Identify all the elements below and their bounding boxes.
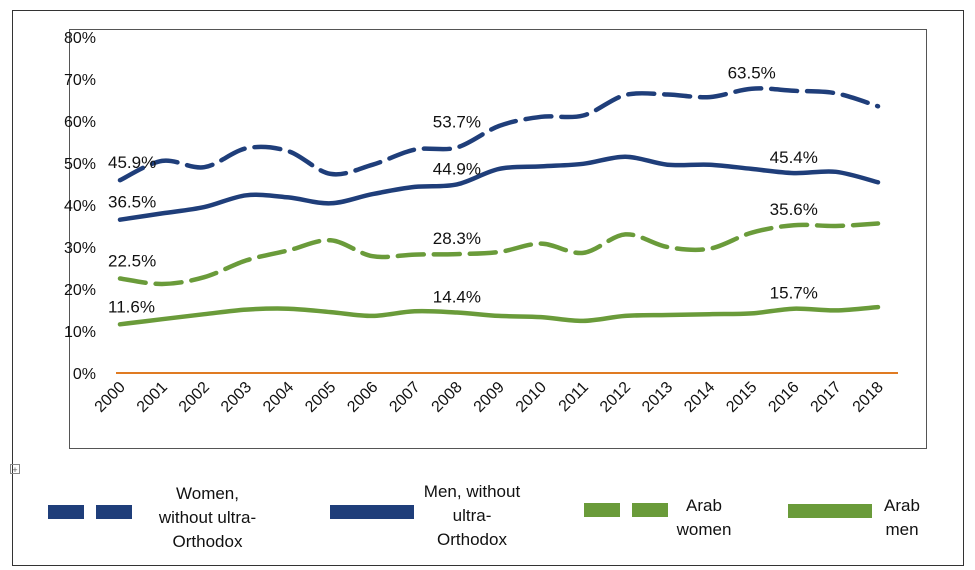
x-tick-label: 2007	[386, 379, 423, 416]
data-label: 28.3%	[433, 229, 481, 248]
x-tick-label: 2002	[176, 379, 213, 416]
data-label: 36.5%	[108, 193, 156, 212]
legend-label-men: Men, without ultra- Orthodox	[408, 480, 536, 552]
y-tick-label: 30%	[64, 240, 96, 257]
y-tick-label: 20%	[64, 282, 96, 299]
data-label: 22.5%	[108, 252, 156, 271]
y-tick-label: 50%	[64, 156, 96, 173]
legend-label-line: Orthodox	[172, 532, 243, 551]
series-men-line	[117, 154, 881, 222]
x-tick-label: 2004	[260, 379, 297, 416]
legend-label-women: Women, without ultra- Orthodox	[140, 482, 275, 554]
legend-label-line: Arab	[686, 496, 722, 515]
x-tick-label: 2018	[850, 379, 887, 416]
legend-label-line: women	[676, 520, 732, 539]
legend-swatch-arab-men	[788, 504, 872, 518]
data-label: 44.9%	[433, 159, 481, 178]
legend-label-line: Women,	[176, 484, 239, 503]
plot-area-border	[69, 29, 927, 449]
series-arab-women-line	[117, 221, 881, 287]
data-label: 15.7%	[770, 284, 818, 303]
y-tick-label: 70%	[64, 72, 96, 89]
legend-label-line: Arab	[884, 496, 920, 515]
x-tick-label: 2009	[471, 379, 508, 416]
series-women-line	[117, 86, 881, 183]
legend-label-line: Orthodox	[437, 530, 507, 549]
x-tick-label: 2016	[765, 379, 802, 416]
legend-label-line: men	[885, 520, 919, 539]
x-tick-label: 2014	[681, 379, 718, 416]
data-label: 14.4%	[433, 288, 481, 307]
series-arab-men-line	[117, 304, 881, 327]
legend-swatch-women-dash-2	[96, 505, 132, 519]
y-tick-label: 60%	[64, 114, 96, 131]
data-label: 11.6%	[108, 297, 155, 316]
legend-swatch-men	[330, 505, 414, 519]
legend-label-arab-men: Arab men	[872, 494, 932, 542]
y-tick-label: 40%	[64, 198, 96, 215]
legend-label-arab-women: Arab women	[664, 494, 744, 542]
legend-swatch-arab-women-dash-1	[584, 503, 620, 517]
legend-label-line: Men, without	[423, 482, 521, 501]
x-tick-label: 2013	[639, 379, 676, 416]
x-tick-label: 2011	[556, 379, 592, 415]
x-tick-label: 2008	[429, 379, 466, 416]
data-label: 45.4%	[770, 148, 818, 167]
x-tick-label: 2010	[513, 379, 550, 416]
data-label: 45.9%	[108, 153, 156, 172]
x-tick-label: 2015	[723, 379, 760, 416]
data-label: 53.7%	[433, 112, 481, 131]
x-tick-label: 2005	[302, 379, 339, 416]
legend-label-line: ultra-	[452, 506, 492, 525]
x-tick-label: 2000	[92, 379, 129, 416]
data-label: 35.6%	[770, 200, 818, 219]
y-tick-label: 0%	[73, 366, 96, 383]
legend-label-line: without ultra-	[158, 508, 257, 527]
chart-frame	[12, 10, 964, 566]
y-tick-label: 80%	[64, 30, 96, 47]
x-tick-label: 2017	[808, 379, 845, 416]
x-tick-label: 2003	[218, 379, 255, 416]
legend-swatch-arab-women-dash-2	[632, 503, 668, 517]
move-handle-icon[interactable]: +	[10, 464, 20, 475]
x-tick-label: 2006	[344, 379, 381, 416]
data-label: 63.5%	[728, 64, 776, 83]
x-tick-label: 2012	[597, 379, 634, 416]
y-tick-label: 10%	[64, 324, 96, 341]
legend-swatch-women-dash-1	[48, 505, 84, 519]
x-tick-label: 2001	[134, 379, 171, 416]
